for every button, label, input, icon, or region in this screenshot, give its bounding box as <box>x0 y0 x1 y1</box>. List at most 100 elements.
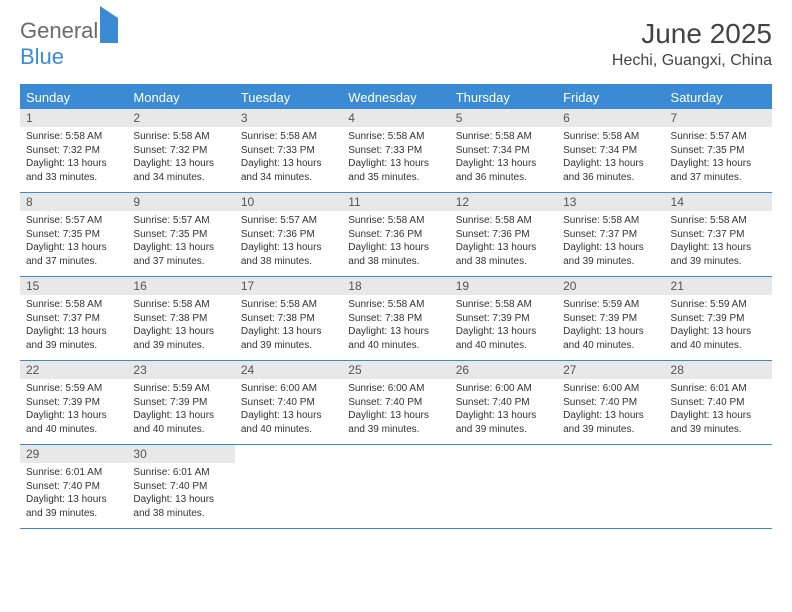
daylight-text: Daylight: 13 hours and 39 minutes. <box>133 325 228 352</box>
day-body: Sunrise: 6:00 AMSunset: 7:40 PMDaylight:… <box>450 379 557 444</box>
daylight-text: Daylight: 13 hours and 40 minutes. <box>26 409 121 436</box>
week-row: 29Sunrise: 6:01 AMSunset: 7:40 PMDayligh… <box>20 445 772 529</box>
sunrise-text: Sunrise: 5:59 AM <box>671 298 766 312</box>
daylight-text: Daylight: 13 hours and 38 minutes. <box>133 493 228 520</box>
day-body: Sunrise: 5:58 AMSunset: 7:33 PMDaylight:… <box>342 127 449 192</box>
daylight-text: Daylight: 13 hours and 37 minutes. <box>671 157 766 184</box>
daylight-text: Daylight: 13 hours and 40 minutes. <box>671 325 766 352</box>
day-body: Sunrise: 5:58 AMSunset: 7:36 PMDaylight:… <box>342 211 449 276</box>
week-row: 15Sunrise: 5:58 AMSunset: 7:37 PMDayligh… <box>20 277 772 361</box>
daylight-text: Daylight: 13 hours and 34 minutes. <box>133 157 228 184</box>
day-cell: 19Sunrise: 5:58 AMSunset: 7:39 PMDayligh… <box>450 277 557 360</box>
sunrise-text: Sunrise: 5:59 AM <box>26 382 121 396</box>
day-body: Sunrise: 5:57 AMSunset: 7:35 PMDaylight:… <box>127 211 234 276</box>
sunset-text: Sunset: 7:32 PM <box>26 144 121 158</box>
sunrise-text: Sunrise: 6:01 AM <box>26 466 121 480</box>
day-number: 18 <box>342 277 449 295</box>
day-body: Sunrise: 5:57 AMSunset: 7:35 PMDaylight:… <box>20 211 127 276</box>
title-block: June 2025 Hechi, Guangxi, China <box>612 18 772 70</box>
day-cell: 1Sunrise: 5:58 AMSunset: 7:32 PMDaylight… <box>20 109 127 192</box>
day-cell: 9Sunrise: 5:57 AMSunset: 7:35 PMDaylight… <box>127 193 234 276</box>
day-number: 6 <box>557 109 664 127</box>
sunset-text: Sunset: 7:34 PM <box>563 144 658 158</box>
day-cell <box>450 445 557 528</box>
day-header: Sunday <box>20 86 127 109</box>
day-cell: 2Sunrise: 5:58 AMSunset: 7:32 PMDaylight… <box>127 109 234 192</box>
weeks-container: 1Sunrise: 5:58 AMSunset: 7:32 PMDaylight… <box>20 109 772 529</box>
daylight-text: Daylight: 13 hours and 40 minutes. <box>563 325 658 352</box>
day-body: Sunrise: 5:57 AMSunset: 7:36 PMDaylight:… <box>235 211 342 276</box>
day-number: 9 <box>127 193 234 211</box>
day-number: 2 <box>127 109 234 127</box>
day-number <box>450 445 557 463</box>
day-number: 16 <box>127 277 234 295</box>
sunset-text: Sunset: 7:39 PM <box>456 312 551 326</box>
day-cell: 14Sunrise: 5:58 AMSunset: 7:37 PMDayligh… <box>665 193 772 276</box>
day-cell: 16Sunrise: 5:58 AMSunset: 7:38 PMDayligh… <box>127 277 234 360</box>
daylight-text: Daylight: 13 hours and 38 minutes. <box>348 241 443 268</box>
header: General Blue June 2025 Hechi, Guangxi, C… <box>20 18 772 70</box>
daylight-text: Daylight: 13 hours and 40 minutes. <box>348 325 443 352</box>
sunrise-text: Sunrise: 5:58 AM <box>348 298 443 312</box>
day-cell: 23Sunrise: 5:59 AMSunset: 7:39 PMDayligh… <box>127 361 234 444</box>
daylight-text: Daylight: 13 hours and 39 minutes. <box>671 409 766 436</box>
day-number: 30 <box>127 445 234 463</box>
day-cell: 24Sunrise: 6:00 AMSunset: 7:40 PMDayligh… <box>235 361 342 444</box>
day-header: Friday <box>557 86 664 109</box>
sunset-text: Sunset: 7:34 PM <box>456 144 551 158</box>
daylight-text: Daylight: 13 hours and 40 minutes. <box>241 409 336 436</box>
day-cell: 17Sunrise: 5:58 AMSunset: 7:38 PMDayligh… <box>235 277 342 360</box>
day-body: Sunrise: 5:59 AMSunset: 7:39 PMDaylight:… <box>557 295 664 360</box>
day-number: 13 <box>557 193 664 211</box>
sunrise-text: Sunrise: 5:58 AM <box>133 298 228 312</box>
daylight-text: Daylight: 13 hours and 39 minutes. <box>671 241 766 268</box>
day-cell: 25Sunrise: 6:00 AMSunset: 7:40 PMDayligh… <box>342 361 449 444</box>
daylight-text: Daylight: 13 hours and 38 minutes. <box>456 241 551 268</box>
daylight-text: Daylight: 13 hours and 37 minutes. <box>133 241 228 268</box>
sunrise-text: Sunrise: 6:00 AM <box>241 382 336 396</box>
day-body: Sunrise: 5:59 AMSunset: 7:39 PMDaylight:… <box>127 379 234 444</box>
day-number: 25 <box>342 361 449 379</box>
sunrise-text: Sunrise: 6:00 AM <box>348 382 443 396</box>
day-body: Sunrise: 5:59 AMSunset: 7:39 PMDaylight:… <box>20 379 127 444</box>
day-cell: 10Sunrise: 5:57 AMSunset: 7:36 PMDayligh… <box>235 193 342 276</box>
day-body: Sunrise: 6:01 AMSunset: 7:40 PMDaylight:… <box>127 463 234 528</box>
logo-triangle-icon <box>100 6 118 43</box>
location: Hechi, Guangxi, China <box>612 52 772 70</box>
day-cell: 3Sunrise: 5:58 AMSunset: 7:33 PMDaylight… <box>235 109 342 192</box>
sunset-text: Sunset: 7:38 PM <box>133 312 228 326</box>
month-title: June 2025 <box>612 18 772 50</box>
sunset-text: Sunset: 7:39 PM <box>563 312 658 326</box>
day-header: Monday <box>127 86 234 109</box>
day-cell: 4Sunrise: 5:58 AMSunset: 7:33 PMDaylight… <box>342 109 449 192</box>
sunset-text: Sunset: 7:35 PM <box>26 228 121 242</box>
daylight-text: Daylight: 13 hours and 39 minutes. <box>26 325 121 352</box>
logo-part1: General <box>20 18 98 43</box>
sunset-text: Sunset: 7:40 PM <box>671 396 766 410</box>
day-body: Sunrise: 5:58 AMSunset: 7:38 PMDaylight:… <box>235 295 342 360</box>
day-number <box>342 445 449 463</box>
week-row: 1Sunrise: 5:58 AMSunset: 7:32 PMDaylight… <box>20 109 772 193</box>
day-number: 23 <box>127 361 234 379</box>
day-body: Sunrise: 6:01 AMSunset: 7:40 PMDaylight:… <box>20 463 127 528</box>
sunset-text: Sunset: 7:40 PM <box>241 396 336 410</box>
sunrise-text: Sunrise: 5:59 AM <box>563 298 658 312</box>
sunrise-text: Sunrise: 6:00 AM <box>456 382 551 396</box>
day-body: Sunrise: 6:00 AMSunset: 7:40 PMDaylight:… <box>342 379 449 444</box>
day-number: 22 <box>20 361 127 379</box>
day-cell: 7Sunrise: 5:57 AMSunset: 7:35 PMDaylight… <box>665 109 772 192</box>
daylight-text: Daylight: 13 hours and 40 minutes. <box>456 325 551 352</box>
day-number: 15 <box>20 277 127 295</box>
day-cell: 27Sunrise: 6:00 AMSunset: 7:40 PMDayligh… <box>557 361 664 444</box>
day-cell <box>665 445 772 528</box>
day-body: Sunrise: 5:58 AMSunset: 7:38 PMDaylight:… <box>127 295 234 360</box>
day-number: 27 <box>557 361 664 379</box>
day-cell: 20Sunrise: 5:59 AMSunset: 7:39 PMDayligh… <box>557 277 664 360</box>
sunset-text: Sunset: 7:37 PM <box>26 312 121 326</box>
day-headers-row: SundayMondayTuesdayWednesdayThursdayFrid… <box>20 86 772 109</box>
daylight-text: Daylight: 13 hours and 37 minutes. <box>26 241 121 268</box>
daylight-text: Daylight: 13 hours and 36 minutes. <box>456 157 551 184</box>
sunset-text: Sunset: 7:35 PM <box>671 144 766 158</box>
day-body: Sunrise: 5:58 AMSunset: 7:37 PMDaylight:… <box>665 211 772 276</box>
sunrise-text: Sunrise: 5:57 AM <box>26 214 121 228</box>
